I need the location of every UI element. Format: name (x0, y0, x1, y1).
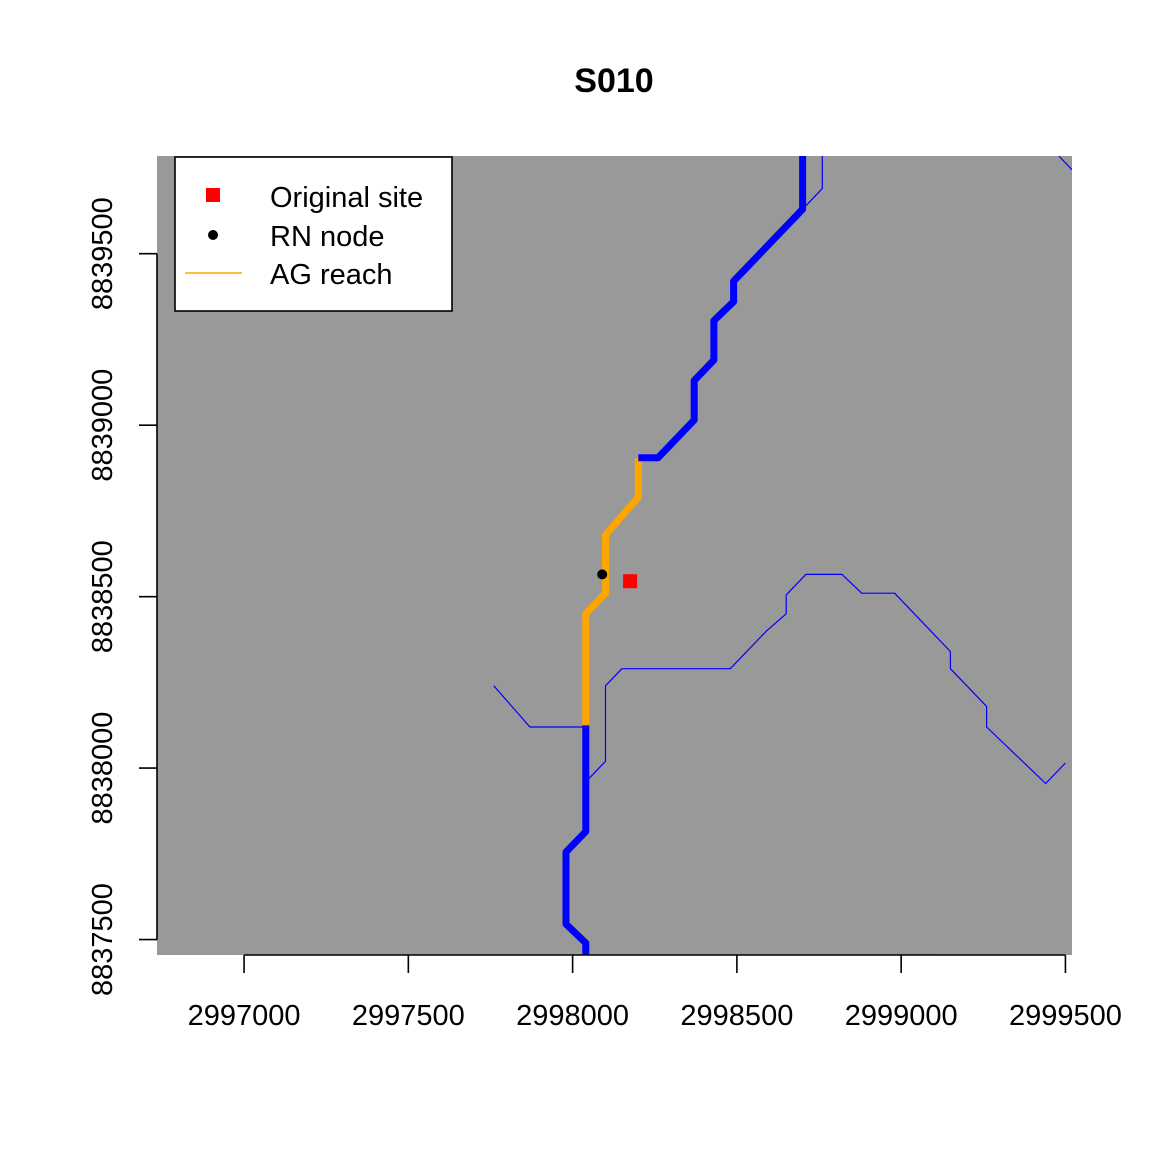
point-rn-node (597, 569, 608, 580)
legend-box (174, 156, 453, 312)
y-axis: 8837500 8838000 8838500 8839000 8839500 (87, 197, 158, 996)
y-tick-label: 8837500 (87, 883, 119, 996)
x-tick-label: 2997500 (352, 1000, 465, 1032)
x-tick-label: 2999000 (845, 1000, 958, 1032)
series-layer (493, 156, 1072, 955)
x-tick-label: 2997000 (188, 1000, 301, 1032)
legend-label-ag-reach: AG reach (270, 259, 393, 291)
series-line-ag-reach-1 (582, 457, 642, 726)
y-tick-label: 8838000 (87, 712, 119, 825)
x-axis: 2997000 2997500 2998000 2998500 2999000 29995… (188, 954, 1122, 1032)
y-tick-label: 8839000 (87, 369, 119, 482)
points-layer (597, 569, 638, 589)
y-tick-label: 8839500 (87, 197, 119, 310)
legend-rn-node-swatch (208, 230, 218, 240)
series-line-river-main-0 (562, 725, 590, 955)
point-original-site (623, 574, 638, 589)
series-line-tributary-3 (802, 156, 823, 210)
series-line-river-main-2 (638, 156, 807, 462)
series-line-tributary-5 (585, 573, 1066, 785)
chart-title: S010 (574, 62, 653, 100)
x-tick-label: 2998000 (516, 1000, 629, 1032)
legend: Original site RN node AG reach (174, 156, 453, 312)
x-tick-label: 2998500 (680, 1000, 793, 1032)
legend-original-site-swatch (206, 188, 220, 202)
series-line-tributary-4 (493, 685, 586, 728)
legend-label-rn-node: RN node (270, 221, 384, 253)
legend-label-original-site: Original site (270, 182, 423, 214)
series-line-tributary-6 (1058, 156, 1072, 171)
y-tick-label: 8838500 (87, 540, 119, 653)
x-tick-label: 2999500 (1009, 1000, 1122, 1032)
